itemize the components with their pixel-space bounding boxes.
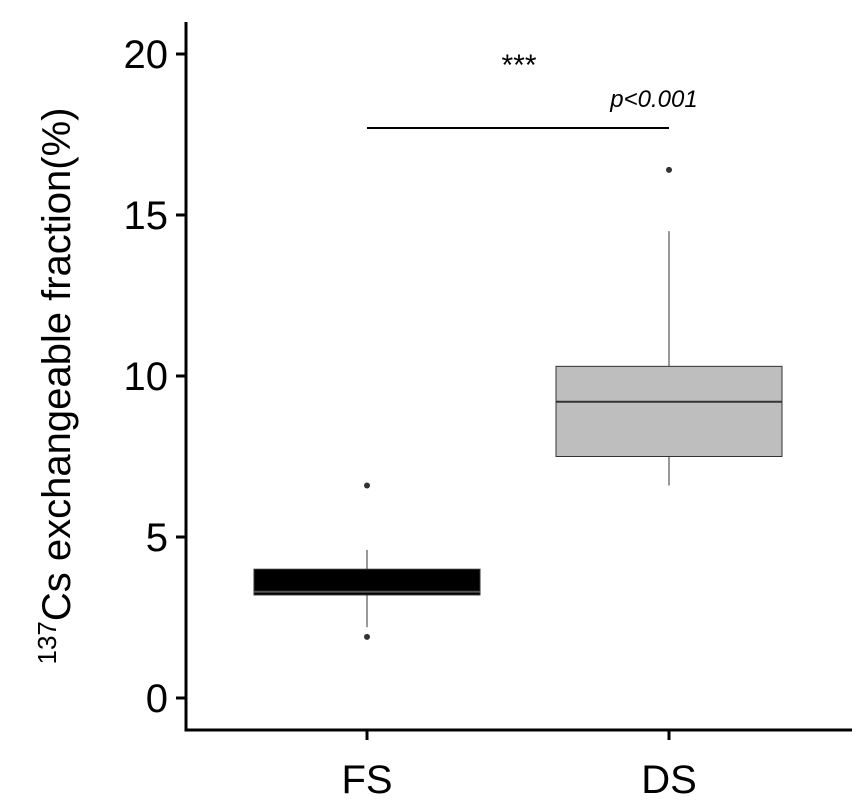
outlier-point xyxy=(364,482,370,489)
y-axis-label-text: Cs exchangeable fraction(%) xyxy=(35,108,79,622)
p-value-label: p<0.001 xyxy=(609,86,697,113)
boxes xyxy=(253,166,783,640)
significance-stars: *** xyxy=(501,49,536,82)
outlier-point xyxy=(364,633,370,640)
box-iqr xyxy=(555,365,783,457)
box-fs xyxy=(253,482,481,640)
significance-annotation: *** p<0.001 xyxy=(367,49,698,130)
outlier-point xyxy=(666,166,672,173)
y-tick-label: 0 xyxy=(146,677,168,721)
y-axis-label: 137Cs exchangeable fraction(%) xyxy=(32,108,79,665)
x-tick-label: DS xyxy=(641,758,697,802)
y-tick-label: 20 xyxy=(124,33,169,77)
y-tick-label: 5 xyxy=(146,516,168,560)
y-tick-label: 15 xyxy=(124,194,169,238)
box-ds xyxy=(555,166,783,486)
x-tick-label: FS xyxy=(341,758,392,802)
box-iqr xyxy=(253,568,481,596)
y-tick-label: 10 xyxy=(124,355,169,399)
y-axis-label-superscript: 137 xyxy=(32,621,62,664)
y-ticks: 0 5 10 15 20 xyxy=(124,33,186,721)
x-ticks: FS DS xyxy=(341,730,697,802)
